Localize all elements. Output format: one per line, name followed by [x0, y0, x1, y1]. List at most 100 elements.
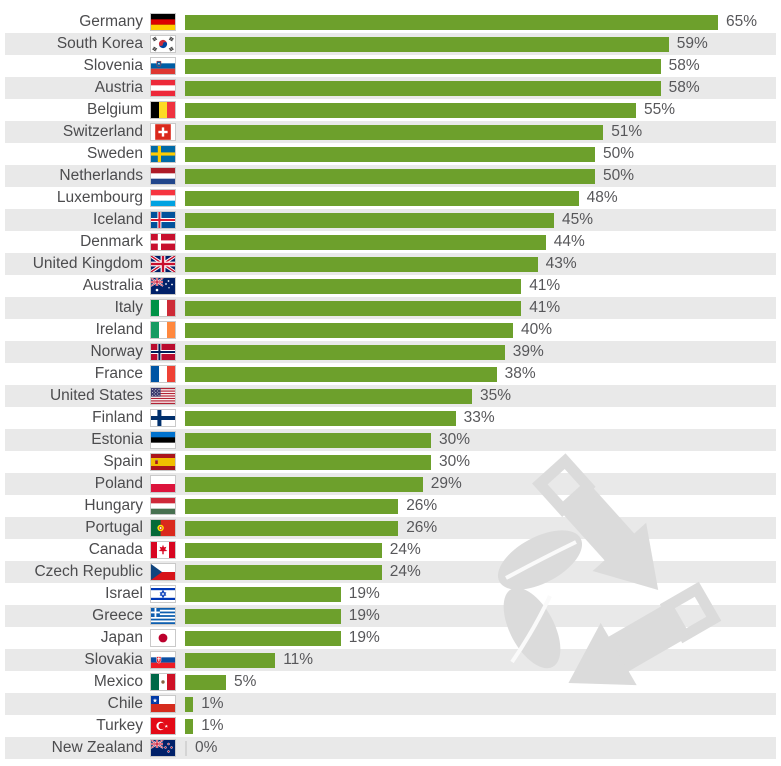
- value-label: 19%: [348, 607, 380, 624]
- portugal-flag-icon: [150, 519, 176, 537]
- france-flag-icon: [150, 365, 176, 383]
- bar-area: 30%: [185, 451, 781, 473]
- country-label: Canada: [88, 541, 143, 558]
- country-label: South Korea: [56, 35, 143, 52]
- turkey-flag-icon: [150, 717, 176, 735]
- table-row: Belgium 55%: [0, 99, 781, 121]
- bar-area: 44%: [185, 231, 781, 253]
- country-label: Germany: [79, 13, 143, 30]
- chile-flag-icon: [150, 695, 176, 713]
- country-label: Czech Republic: [34, 563, 143, 580]
- table-row: Israel 19%: [0, 583, 781, 605]
- table-row: Iceland 45%: [0, 209, 781, 231]
- value-bar: [185, 718, 194, 734]
- country-label: Hungary: [84, 497, 143, 514]
- belgium-flag-icon: [150, 101, 176, 119]
- country-label: Chile: [107, 695, 143, 712]
- bar-chart-rows: Germany 65% South Korea 59% Slovenia 58%…: [0, 11, 781, 759]
- bar-area: 11%: [185, 649, 781, 671]
- slovakia-flag-icon: [150, 651, 176, 669]
- table-row: Netherlands 50%: [0, 165, 781, 187]
- bar-area: 30%: [185, 429, 781, 451]
- value-bar: [185, 58, 661, 74]
- value-label: 0%: [195, 739, 218, 756]
- value-label: 33%: [463, 409, 495, 426]
- table-row: Australia 41%: [0, 275, 781, 297]
- value-label: 41%: [529, 299, 561, 316]
- table-row: Poland 29%: [0, 473, 781, 495]
- bar-area: 24%: [185, 561, 781, 583]
- country-label: Greece: [92, 607, 143, 624]
- value-bar: [185, 300, 522, 316]
- value-bar: [185, 36, 669, 52]
- country-label: Norway: [90, 343, 143, 360]
- netherlands-flag-icon: [150, 167, 176, 185]
- table-row: Slovakia 11%: [0, 649, 781, 671]
- country-label: France: [94, 365, 143, 382]
- table-row: Canada 24%: [0, 539, 781, 561]
- value-bar: [185, 520, 399, 536]
- value-label: 44%: [553, 233, 585, 250]
- bar-area: 24%: [185, 539, 781, 561]
- bar-area: 26%: [185, 517, 781, 539]
- ireland-flag-icon: [150, 321, 176, 339]
- value-bar: [185, 168, 595, 184]
- bar-area: 55%: [185, 99, 781, 121]
- mexico-flag-icon: [150, 673, 176, 691]
- hungary-flag-icon: [150, 497, 176, 515]
- bar-area: 35%: [185, 385, 781, 407]
- slovenia-flag-icon: [150, 57, 176, 75]
- value-label: 51%: [611, 123, 643, 140]
- bar-area: 45%: [185, 209, 781, 231]
- value-bar: [185, 212, 554, 228]
- country-label: New Zealand: [51, 739, 143, 756]
- table-row: France 38%: [0, 363, 781, 385]
- value-label: 26%: [406, 519, 438, 536]
- value-label: 41%: [529, 277, 561, 294]
- value-label: 55%: [644, 101, 676, 118]
- value-bar: [185, 740, 187, 756]
- country-label: Belgium: [87, 101, 143, 118]
- value-bar: [185, 542, 382, 558]
- value-bar: [185, 344, 505, 360]
- country-label: Sweden: [86, 145, 143, 162]
- value-label: 30%: [439, 453, 471, 470]
- value-bar: [185, 388, 472, 404]
- value-label: 11%: [283, 651, 314, 668]
- country-label: Switzerland: [62, 123, 143, 140]
- bar-area: 5%: [185, 671, 781, 693]
- bar-area: 50%: [185, 165, 781, 187]
- bar-area: 59%: [185, 33, 781, 55]
- value-label: 45%: [562, 211, 594, 228]
- value-label: 50%: [603, 167, 635, 184]
- norway-flag-icon: [150, 343, 176, 361]
- country-label: Denmark: [80, 233, 143, 250]
- bar-area: 39%: [185, 341, 781, 363]
- country-label: Mexico: [93, 673, 143, 690]
- country-label: Iceland: [93, 211, 143, 228]
- value-bar: [185, 234, 546, 250]
- bar-area: 29%: [185, 473, 781, 495]
- value-bar: [185, 432, 431, 448]
- bar-area: 1%: [185, 715, 781, 737]
- value-bar: [185, 674, 226, 690]
- country-label: Slovenia: [83, 57, 143, 74]
- table-row: Ireland 40%: [0, 319, 781, 341]
- table-row: Hungary 26%: [0, 495, 781, 517]
- czech-republic-flag-icon: [150, 563, 176, 581]
- luxembourg-flag-icon: [150, 189, 176, 207]
- bar-area: 48%: [185, 187, 781, 209]
- bar-area: 41%: [185, 275, 781, 297]
- united-kingdom-flag-icon: [150, 255, 176, 273]
- table-row: South Korea 59%: [0, 33, 781, 55]
- value-bar: [185, 498, 399, 514]
- value-label: 59%: [676, 35, 708, 52]
- value-label: 26%: [406, 497, 438, 514]
- value-bar: [185, 190, 579, 206]
- value-bar: [185, 80, 661, 96]
- bar-area: 0%: [185, 737, 781, 759]
- country-label: Slovakia: [84, 651, 143, 668]
- australia-flag-icon: [150, 277, 176, 295]
- table-row: Luxembourg 48%: [0, 187, 781, 209]
